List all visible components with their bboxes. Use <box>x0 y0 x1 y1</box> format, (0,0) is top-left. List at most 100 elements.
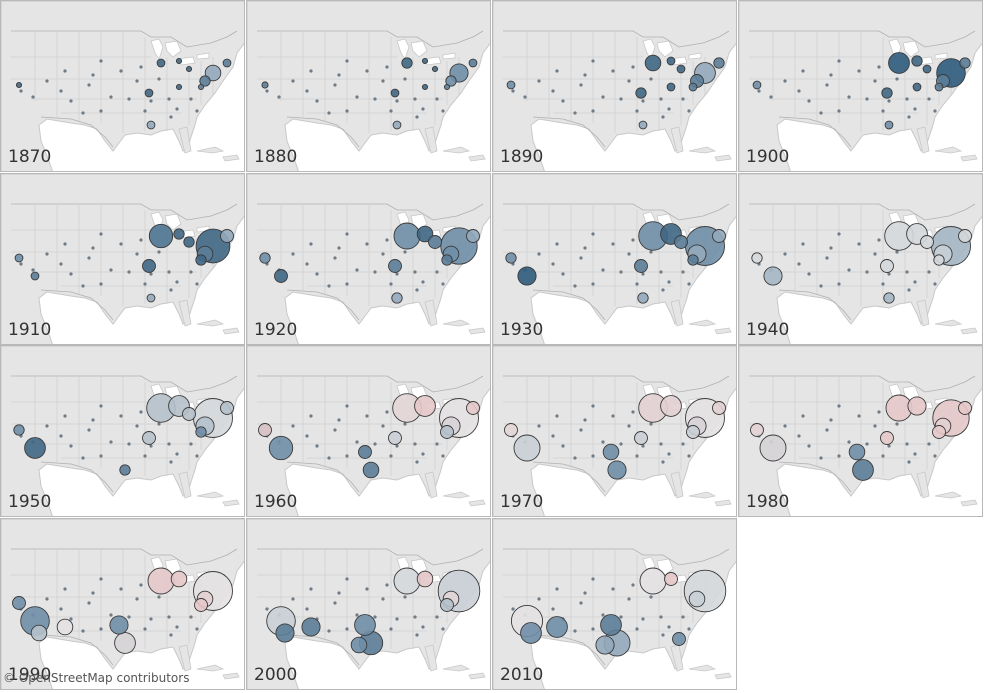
city-bubble-baltimore[interactable] <box>933 253 945 266</box>
city-bubble-philadelphia[interactable] <box>199 75 211 87</box>
city-bubble-dallas[interactable] <box>848 443 866 461</box>
city-bubble-baltimore[interactable] <box>440 425 454 439</box>
city-bubble-san-francisco[interactable] <box>259 251 271 264</box>
city-bubble-houston[interactable] <box>119 464 131 476</box>
map-panel[interactable]: 2000 <box>246 517 491 690</box>
city-bubble-philadelphia[interactable] <box>445 75 457 87</box>
city-bubble-cleveland[interactable] <box>428 234 442 249</box>
city-bubble-boston[interactable] <box>220 228 234 243</box>
city-bubble-jacksonville[interactable] <box>672 631 686 646</box>
city-bubble-boston[interactable] <box>468 58 478 68</box>
city-bubble-san-francisco[interactable] <box>750 423 764 437</box>
city-bubble-dallas[interactable] <box>602 443 620 461</box>
city-bubble-phoenix[interactable] <box>301 616 321 637</box>
city-bubble-baltimore[interactable] <box>197 83 205 91</box>
city-bubble-chicago[interactable] <box>639 567 667 594</box>
city-bubble-chicago[interactable] <box>401 57 413 69</box>
city-bubble-boston[interactable] <box>220 401 234 415</box>
city-bubble-new-orleans[interactable] <box>146 120 156 130</box>
city-bubble-st-louis[interactable] <box>634 258 648 273</box>
map-panel[interactable]: 1990 <box>0 517 245 690</box>
city-bubble-cincinnati[interactable] <box>666 82 676 92</box>
city-bubble-baltimore[interactable] <box>443 83 451 91</box>
city-bubble-philadelphia[interactable] <box>688 590 706 607</box>
city-bubble-detroit[interactable] <box>660 395 682 417</box>
city-bubble-los-angeles[interactable] <box>274 268 288 283</box>
city-bubble-san-diego[interactable] <box>520 621 542 644</box>
city-bubble-st-louis[interactable] <box>634 431 648 445</box>
city-bubble-detroit[interactable] <box>170 570 188 587</box>
city-bubble-cincinnati[interactable] <box>912 82 922 92</box>
city-bubble-cleveland[interactable] <box>674 234 688 249</box>
city-bubble-san-francisco[interactable] <box>261 81 269 89</box>
city-bubble-detroit[interactable] <box>175 57 183 65</box>
city-bubble-los-angeles[interactable] <box>30 271 40 280</box>
city-bubble-chicago[interactable] <box>393 567 421 594</box>
map-panel[interactable]: 1900 <box>738 0 983 172</box>
city-bubble-baltimore[interactable] <box>687 253 699 266</box>
city-bubble-baltimore[interactable] <box>932 425 946 439</box>
city-bubble-baltimore[interactable] <box>688 82 698 92</box>
city-bubble-houston[interactable] <box>852 459 874 481</box>
city-bubble-new-orleans[interactable] <box>638 120 648 130</box>
city-bubble-san-francisco[interactable] <box>506 80 516 90</box>
city-bubble-dallas[interactable] <box>358 445 372 459</box>
city-bubble-st-louis[interactable] <box>388 431 402 445</box>
city-bubble-st-louis[interactable] <box>390 88 400 98</box>
city-bubble-boston[interactable] <box>958 228 972 243</box>
city-bubble-detroit[interactable] <box>416 225 434 242</box>
city-bubble-detroit[interactable] <box>414 395 436 417</box>
city-bubble-detroit[interactable] <box>911 55 923 67</box>
city-bubble-new-orleans[interactable] <box>637 291 649 304</box>
city-bubble-los-angeles[interactable] <box>268 435 294 461</box>
map-panel[interactable]: 1960 <box>246 345 491 517</box>
city-bubble-phoenix[interactable] <box>56 618 74 635</box>
city-bubble-chicago[interactable] <box>148 223 174 248</box>
city-bubble-detroit[interactable] <box>664 571 678 586</box>
city-bubble-boston[interactable] <box>222 58 232 68</box>
city-bubble-chicago[interactable] <box>393 222 421 249</box>
map-panel[interactable]: 1890 <box>492 0 737 172</box>
city-bubble-chicago[interactable] <box>147 567 175 594</box>
city-bubble-boston[interactable] <box>466 228 480 243</box>
city-bubble-san-francisco[interactable] <box>15 81 23 89</box>
city-bubble-st-louis[interactable] <box>142 431 156 445</box>
city-bubble-chicago[interactable] <box>888 52 910 74</box>
city-bubble-dallas[interactable] <box>600 613 622 636</box>
map-panel[interactable]: 1950 <box>0 345 245 517</box>
city-bubble-boston[interactable] <box>958 401 972 415</box>
city-bubble-st-louis[interactable] <box>635 87 647 99</box>
city-bubble-baltimore[interactable] <box>195 426 207 438</box>
city-bubble-los-angeles[interactable] <box>759 434 787 462</box>
city-bubble-boston[interactable] <box>959 57 971 69</box>
city-bubble-san-francisco[interactable] <box>751 251 763 264</box>
city-bubble-detroit[interactable] <box>421 57 429 65</box>
city-bubble-houston[interactable] <box>362 461 380 479</box>
city-bubble-new-orleans[interactable] <box>392 120 402 130</box>
city-bubble-baltimore[interactable] <box>195 253 207 266</box>
city-bubble-st-louis[interactable] <box>880 258 894 273</box>
city-bubble-cincinnati[interactable] <box>421 83 429 91</box>
map-panel[interactable]: 1970 <box>492 345 737 517</box>
city-bubble-boston[interactable] <box>713 57 725 69</box>
city-bubble-los-angeles[interactable] <box>763 265 783 286</box>
city-bubble-st-louis[interactable] <box>881 87 893 99</box>
map-panel[interactable]: 1940 <box>738 172 983 345</box>
city-bubble-houston[interactable] <box>607 460 627 480</box>
city-bubble-dallas[interactable] <box>354 613 376 636</box>
map-panel[interactable]: 1930 <box>492 172 737 345</box>
city-bubble-san-diego[interactable] <box>275 622 295 643</box>
city-bubble-baltimore[interactable] <box>441 253 453 266</box>
map-panel[interactable]: 1910 <box>0 172 245 345</box>
map-panel[interactable]: 2010 <box>492 517 737 690</box>
city-bubble-san-antonio[interactable] <box>350 636 368 653</box>
city-bubble-baltimore[interactable] <box>440 597 454 612</box>
map-panel[interactable]: 1870 <box>0 0 245 172</box>
city-bubble-chicago[interactable] <box>644 54 662 72</box>
city-bubble-detroit[interactable] <box>416 570 434 587</box>
map-panel[interactable]: 1880 <box>246 0 491 172</box>
city-bubble-st-louis[interactable] <box>142 258 156 273</box>
map-panel[interactable]: 1920 <box>246 172 491 345</box>
city-bubble-st-louis[interactable] <box>388 258 402 273</box>
city-bubble-san-francisco[interactable] <box>752 80 762 90</box>
